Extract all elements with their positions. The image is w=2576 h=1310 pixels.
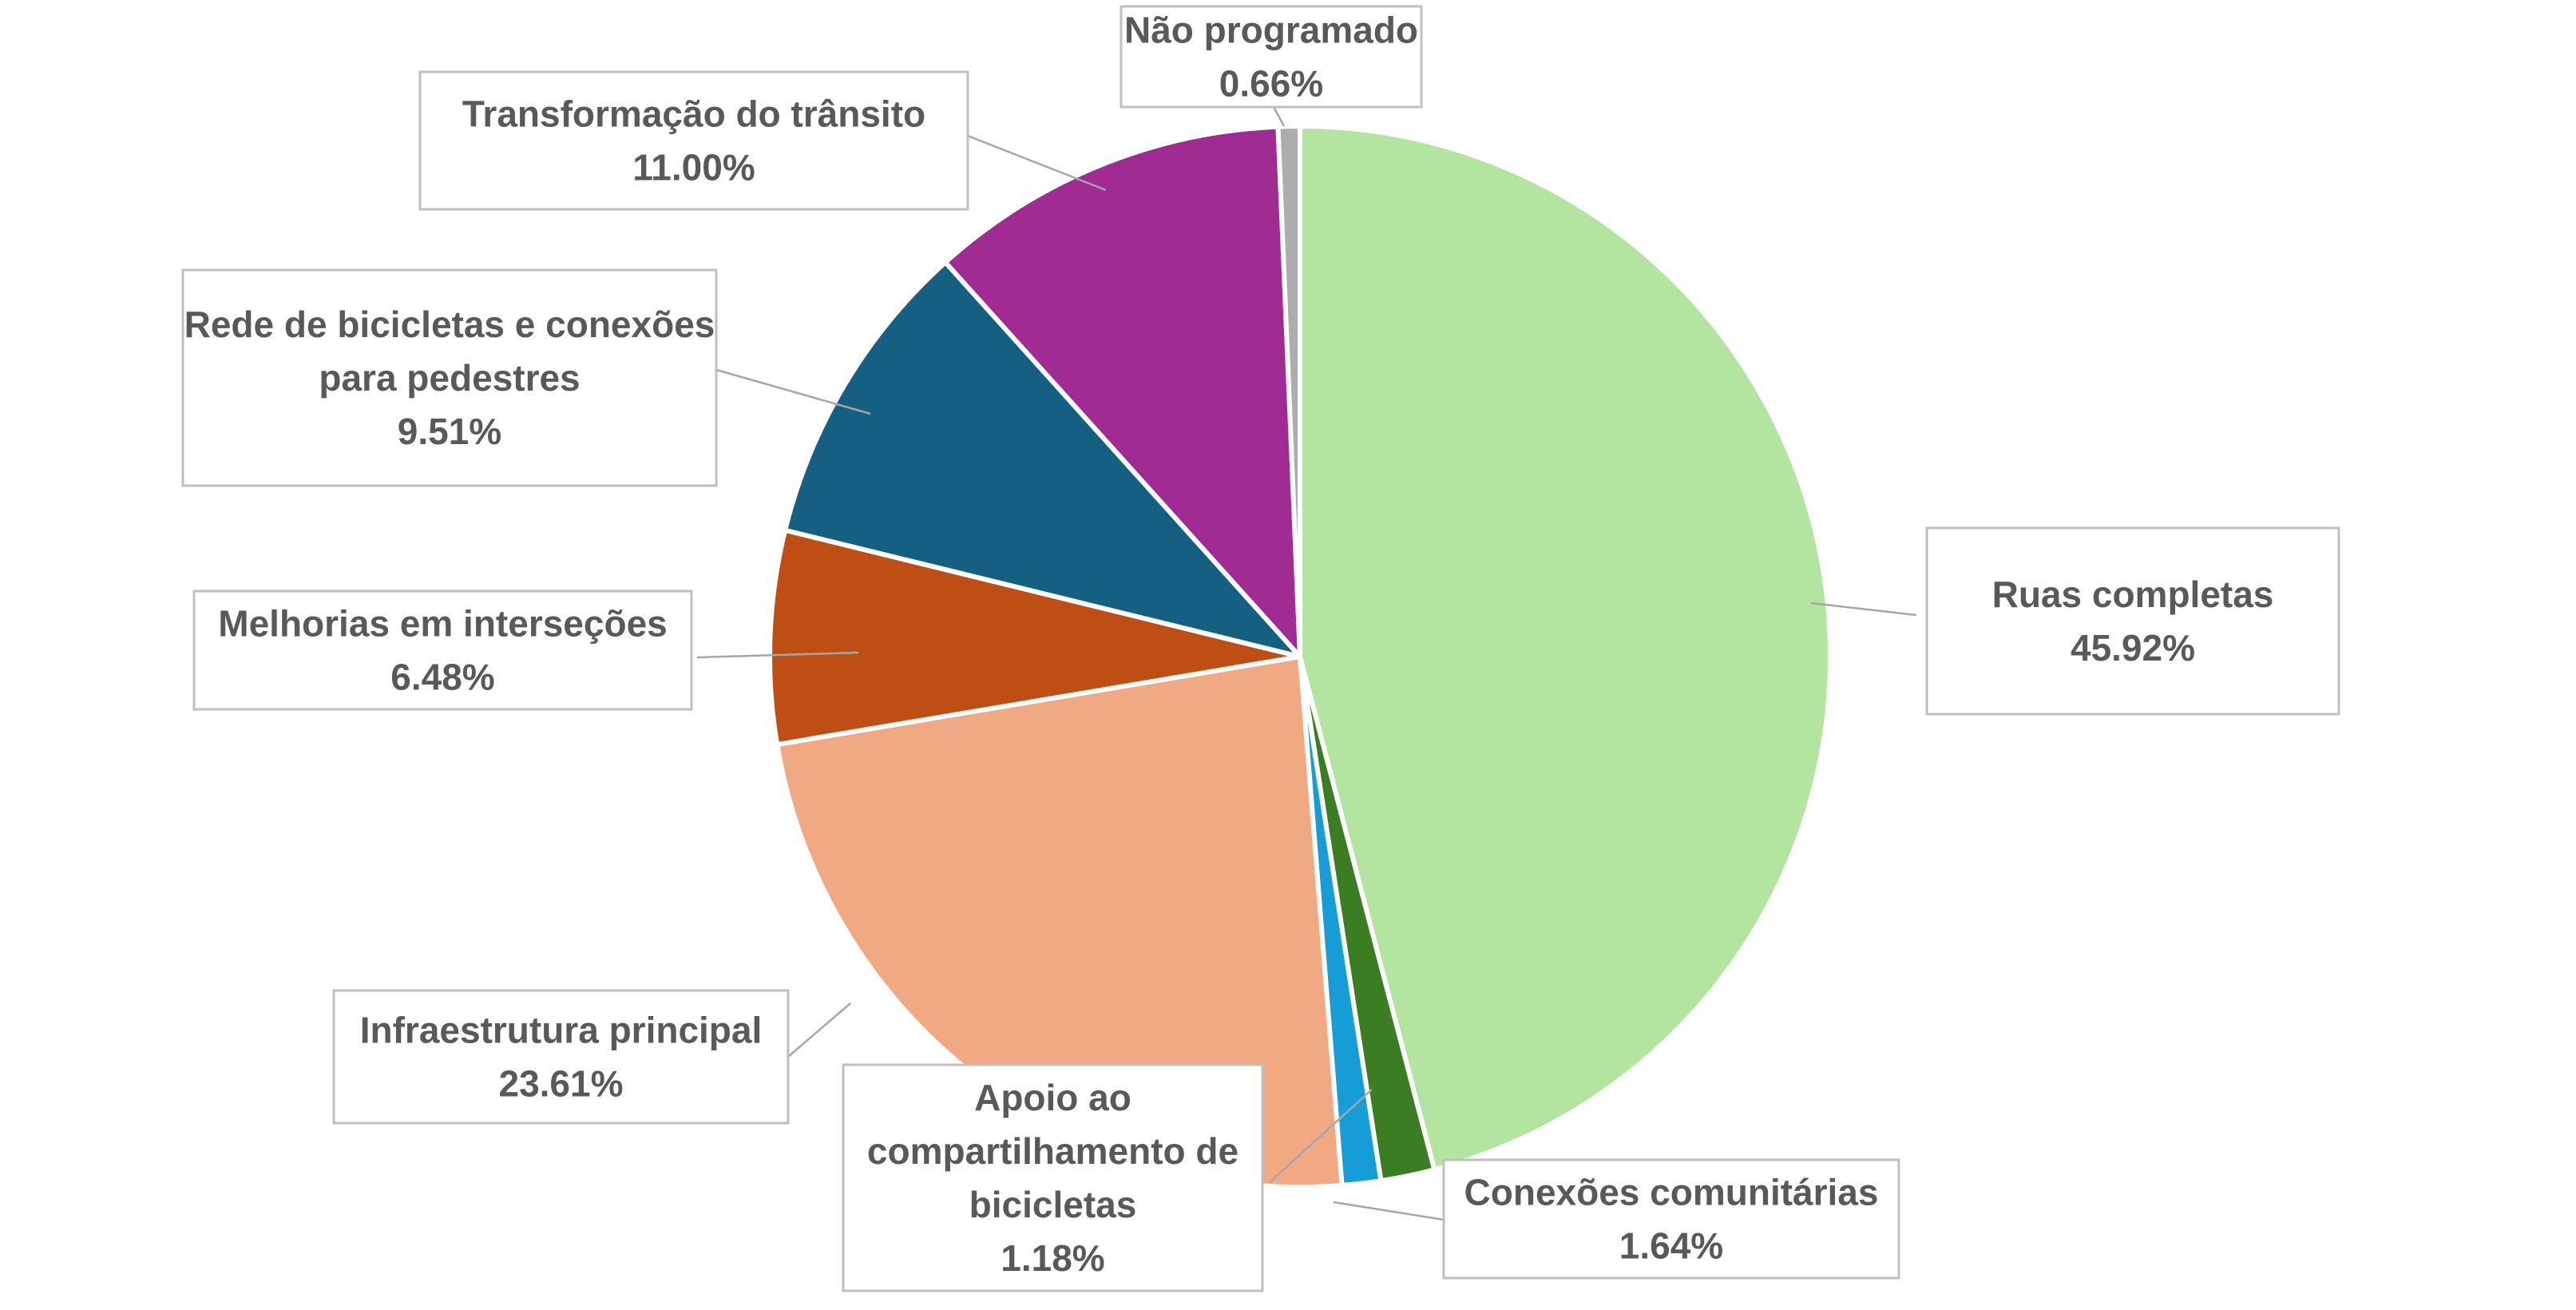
category-name-text: Conexões comunitárias	[1464, 1172, 1879, 1213]
data-label-2: Conexões comunitárias 1.64%	[1333, 1158, 1900, 1280]
leader-line	[787, 1002, 851, 1058]
category-name-text: compartilhamento de	[867, 1130, 1238, 1172]
leader-line	[1272, 106, 1286, 127]
percentage-text: 45.92%	[2071, 627, 2195, 669]
data-label-1: Ruas completas 45.92%	[1810, 526, 2340, 716]
label-box	[418, 70, 969, 211]
percentage-text: 9.51%	[398, 411, 501, 452]
pie-slices	[767, 123, 1833, 1189]
category-name-text: Ruas completas	[1992, 574, 2274, 615]
category-name-text: Infraestrutura principal	[360, 1010, 763, 1051]
leader-line	[1333, 1201, 1445, 1221]
percentage-text: 23.61%	[498, 1063, 623, 1105]
leader-line	[967, 134, 1107, 192]
data-label-7: Transformação do trânsito 11.00%	[418, 70, 1107, 211]
data-label-8: Não programado 0.66%	[1120, 5, 1423, 127]
percentage-text: 6.48%	[390, 657, 494, 698]
leader-line	[1269, 1089, 1373, 1183]
category-name-text: para pedestres	[319, 357, 580, 399]
pie-slice-7	[942, 124, 1302, 659]
percentage-text: 0.66%	[1219, 63, 1323, 105]
category-name-text: Melhorias em interseções	[218, 603, 667, 645]
label-box	[1925, 526, 2340, 716]
category-name-text: Transformação do trânsito	[462, 93, 925, 135]
label-box	[842, 1063, 1264, 1292]
label-box	[332, 989, 790, 1125]
data-label-4: Infraestrutura principal 23.61%	[332, 989, 851, 1125]
label-box	[1442, 1158, 1900, 1280]
leader-line	[715, 368, 871, 415]
category-name-text: Rede de bicicletas e conexões	[184, 304, 715, 345]
percentage-text: 1.64%	[1619, 1225, 1723, 1267]
pie-slice-1	[1298, 124, 1833, 1173]
category-name-text: Não programado	[1124, 10, 1418, 51]
percentage-text: 1.18%	[1001, 1237, 1104, 1279]
category-name-text: Apoio ao	[974, 1077, 1131, 1118]
category-name-text: bicicletas	[969, 1184, 1137, 1225]
leader-line	[1810, 601, 1917, 617]
pie-slice-6	[783, 260, 1302, 659]
label-box	[181, 268, 718, 487]
leader-line	[696, 651, 859, 659]
data-label-3: Apoio ao compartilhamento de bicicletas 1.1…	[842, 1063, 1373, 1292]
data-label-6: Rede de bicicletas e conexões para pedest…	[181, 268, 871, 487]
pie-slice-8	[1275, 123, 1302, 659]
data-label-5: Melhorias em interseções 6.48%	[192, 590, 859, 711]
percentage-text: 11.00%	[632, 147, 755, 189]
data-labels: Ruas completas 45.92% Conexões comunitária…	[181, 5, 2340, 1292]
pie-slice-5	[767, 527, 1302, 748]
label-box	[1120, 5, 1423, 109]
label-box	[192, 590, 693, 711]
